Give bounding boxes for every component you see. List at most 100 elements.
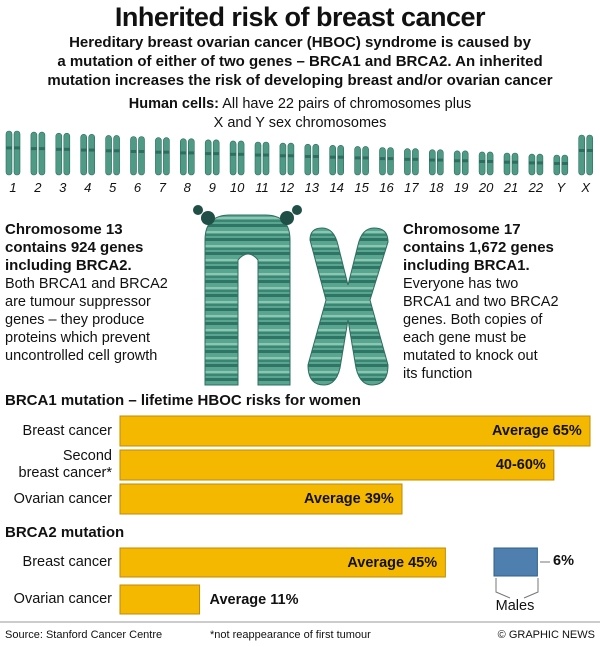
chromosome-band: [6, 146, 12, 150]
chromosome: [180, 138, 187, 176]
chromosome: [329, 145, 337, 176]
chromosome-band: [387, 157, 394, 161]
category-label: Second breast cancer*: [18, 448, 113, 481]
bar: [119, 584, 201, 615]
chromosome: [362, 146, 369, 176]
source: Source: Stanford Cancer Centre: [5, 629, 163, 641]
chromosome: [536, 153, 544, 176]
chromosome-band: [312, 154, 319, 158]
chromosome-band: [429, 158, 436, 162]
chromosome-number: 18: [429, 180, 444, 195]
chromosome-number: 6: [133, 180, 142, 195]
bar: [119, 415, 591, 447]
chromosome: [354, 146, 361, 176]
chromosome-number: 19: [453, 180, 469, 195]
chromosome-band: [479, 159, 486, 163]
value-label: Average 65%: [492, 423, 582, 439]
chromosome-band: [536, 161, 543, 165]
text: genes. Both copies of: [403, 312, 543, 328]
chromosome: [55, 132, 63, 176]
text: uncontrolled cell growth: [5, 348, 158, 364]
chromosome-band: [586, 149, 593, 152]
chromosome-band: [213, 152, 220, 156]
subtitle-line: Hereditary breast ovarian cancer (HBOC) …: [69, 34, 531, 51]
text: BRCA1 and two BRCA2: [403, 294, 559, 310]
bar: [119, 449, 555, 481]
chromosome-band: [487, 159, 494, 163]
chromosome-band: [412, 157, 419, 161]
chromosome: [30, 131, 38, 176]
males-label: Males: [495, 598, 535, 614]
chromosome-number: 17: [404, 180, 419, 195]
bar: [119, 483, 403, 515]
heading: Chromosome 13: [5, 221, 123, 238]
title: Inherited risk of breast cancer: [114, 2, 486, 32]
chromosome-band: [188, 151, 195, 155]
footnote: *not reappearance of first tumour: [210, 629, 371, 641]
chart-title: BRCA2 mutation: [5, 524, 125, 541]
value-label: Average 39%: [304, 491, 394, 507]
chromosome-band: [205, 152, 212, 156]
chromosome: [188, 138, 195, 176]
human-cells-label: Human cells:: [128, 96, 219, 112]
chromosome: [163, 137, 170, 176]
chromosome-band: [553, 162, 560, 165]
chromosome-number: 3: [59, 180, 67, 195]
chromosome-band: [38, 147, 45, 151]
chromosome-number: 1: [9, 180, 17, 195]
chromosome-band: [63, 147, 70, 151]
chromosome-band: [30, 147, 37, 151]
chromosome: [486, 151, 494, 176]
chromosome-band: [255, 153, 261, 157]
subtitle-line: mutation increases the risk of developin…: [47, 72, 553, 89]
chromosome-number: 20: [478, 180, 494, 195]
chromosome: [436, 149, 444, 176]
chromosome: [63, 132, 71, 176]
chromosome: [130, 136, 137, 176]
chromosome-band: [113, 149, 120, 153]
males-bracket: [495, 561, 550, 599]
chromosome-band: [88, 148, 95, 152]
chromosome-band: [279, 154, 286, 158]
bar: [119, 547, 446, 578]
category-label: Breast cancer: [22, 422, 112, 439]
chromosome: [279, 142, 287, 176]
chromosome-band: [287, 154, 294, 158]
chromosome: [304, 143, 312, 176]
chromosome-band: [304, 154, 311, 158]
chromosome-band: [454, 159, 461, 163]
chromosome-band: [80, 148, 87, 152]
chromosome: [80, 134, 87, 176]
chromosome: [379, 147, 386, 176]
chromosome: [13, 130, 21, 176]
chromosome-band: [138, 149, 145, 153]
chromosome-band: [354, 156, 361, 160]
value-label: 40-60%: [495, 457, 546, 473]
chromosome: [586, 134, 594, 176]
chromosome: [254, 141, 262, 176]
heading: contains 924 genes: [5, 239, 144, 256]
chromosome-band: [163, 150, 170, 154]
chromosome-band: [561, 162, 568, 165]
text: each gene must be: [403, 330, 527, 346]
chromosome: [138, 136, 145, 176]
chromosome-number: 15: [354, 180, 369, 195]
chromosome-band: [55, 147, 62, 151]
chromosome-band: [437, 158, 444, 162]
chromosome: [155, 137, 162, 176]
chromosome-band: [462, 159, 469, 163]
subtitle-line: a mutation of either of two genes – BRCA…: [57, 53, 543, 70]
chromosome-band: [130, 149, 137, 153]
chromosome-number: X: [581, 180, 591, 195]
chromosome: [212, 139, 220, 176]
chromosome-17-text: Chromosome 17 contains 1,672 genes inclu…: [403, 221, 559, 383]
chromosome-number: 9: [208, 180, 216, 195]
chromosome: [337, 145, 345, 176]
chromosome-number: Y: [556, 180, 566, 195]
chromosome-17-illustration: [307, 227, 389, 386]
chromosome: [287, 142, 295, 176]
chromosome: [511, 152, 519, 176]
chromosome: [105, 135, 112, 176]
chromosome-band: [263, 153, 269, 157]
